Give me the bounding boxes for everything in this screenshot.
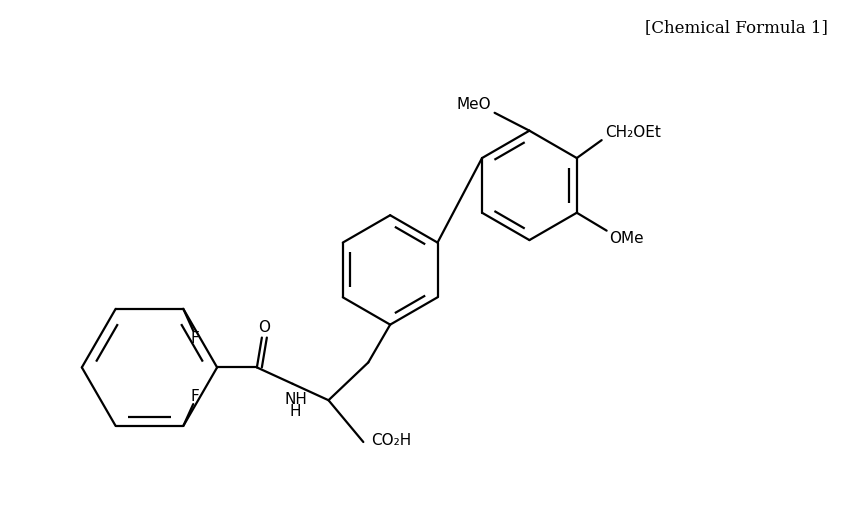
Text: MeO: MeO: [457, 98, 491, 112]
Text: OMe: OMe: [609, 231, 644, 246]
Text: NH: NH: [284, 392, 307, 407]
Text: O: O: [258, 320, 270, 335]
Text: CH₂OEt: CH₂OEt: [604, 125, 661, 140]
Text: F: F: [191, 331, 199, 346]
Text: [Chemical Formula 1]: [Chemical Formula 1]: [645, 19, 828, 36]
Text: H: H: [290, 404, 301, 418]
Text: CO₂H: CO₂H: [371, 432, 412, 447]
Text: F: F: [191, 389, 199, 404]
